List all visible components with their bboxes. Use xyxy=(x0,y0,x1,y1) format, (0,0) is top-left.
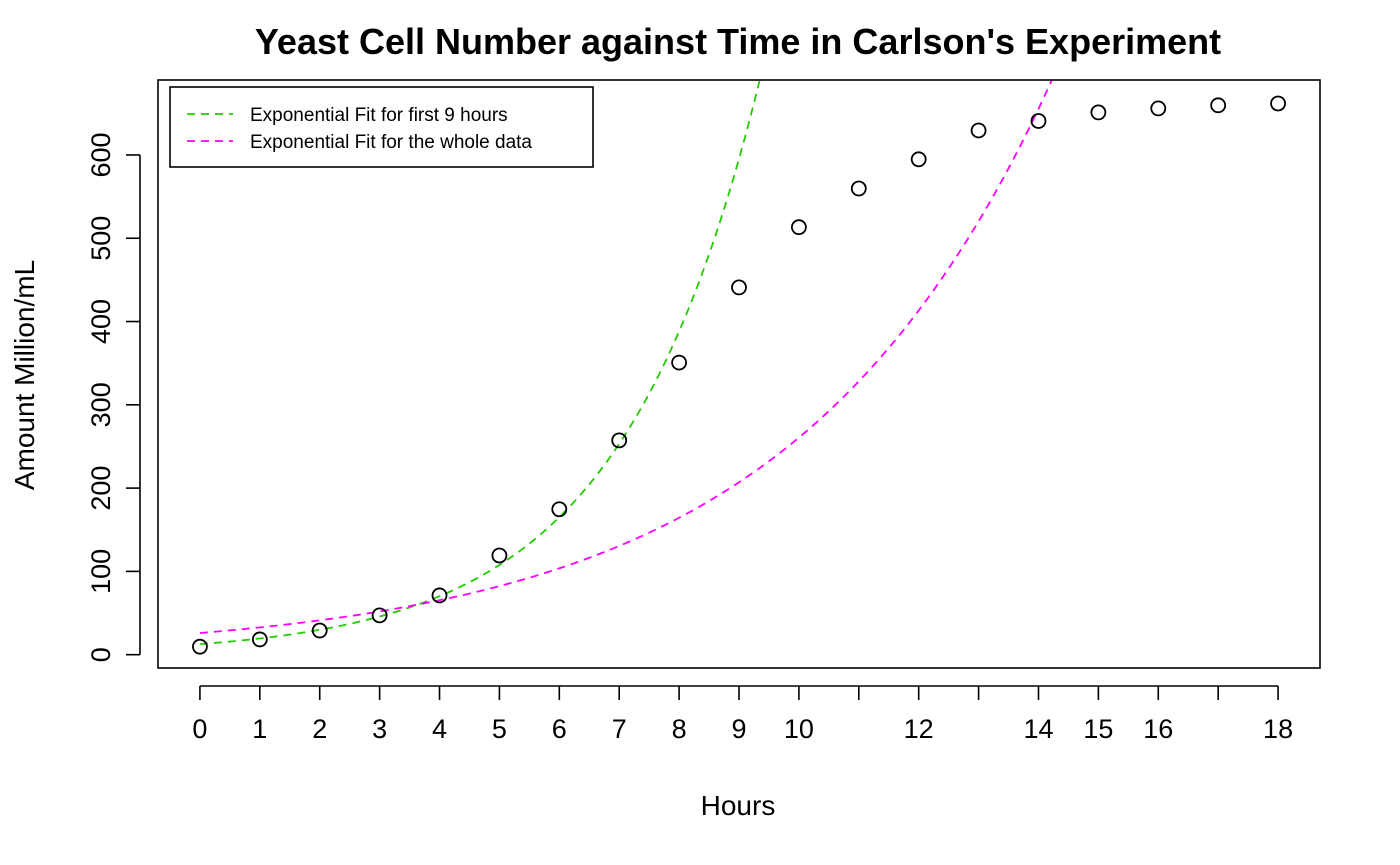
x-tick-label: 15 xyxy=(1083,714,1113,744)
plot-frame xyxy=(157,79,1321,669)
x-tick-label: 5 xyxy=(492,714,507,744)
x-tick-label: 2 xyxy=(312,714,327,744)
x-tick-label: 3 xyxy=(372,714,387,744)
data-point xyxy=(371,607,388,624)
chart-title: Yeast Cell Number against Time in Carlso… xyxy=(255,21,1221,62)
y-axis-label: Amount Million/mL xyxy=(9,260,40,490)
x-tick-label: 4 xyxy=(432,714,447,744)
fit-curves xyxy=(199,80,1053,645)
x-axis-label: Hours xyxy=(701,790,776,821)
y-tick-label: 400 xyxy=(86,299,116,344)
x-tick-label: 7 xyxy=(612,714,627,744)
data-point xyxy=(431,587,448,604)
data-point xyxy=(1150,100,1167,117)
data-points xyxy=(192,95,1286,655)
data-point xyxy=(731,279,747,296)
x-tick-label: 18 xyxy=(1263,714,1293,744)
y-tick-label: 300 xyxy=(86,382,116,427)
legend-label-whole-data: Exponential Fit for the whole data xyxy=(250,132,532,153)
y-axis: 0 100 200 300 400 500 600 xyxy=(86,132,141,662)
x-tick-label: 0 xyxy=(192,714,207,744)
x-tick-label: 1 xyxy=(252,714,267,744)
legend: Exponential Fit for first 9 hours Expone… xyxy=(169,86,594,168)
data-point xyxy=(192,638,208,655)
y-tick-label: 0 xyxy=(86,647,116,662)
y-tick-label: 600 xyxy=(86,132,116,177)
data-point xyxy=(910,151,927,168)
data-point xyxy=(970,122,987,139)
x-tick-label: 12 xyxy=(904,714,934,744)
fit-curve-0 xyxy=(199,80,761,645)
fit-curve-1 xyxy=(199,80,1053,634)
data-point xyxy=(311,622,328,639)
data-point xyxy=(551,501,568,518)
data-point xyxy=(1090,104,1107,121)
x-tick-label: 9 xyxy=(731,714,746,744)
x-tick-label: 14 xyxy=(1023,714,1053,744)
data-point xyxy=(671,354,688,371)
x-tick-label: 6 xyxy=(552,714,567,744)
y-tick-label: 200 xyxy=(86,466,116,511)
data-point xyxy=(491,547,508,564)
x-axis: 0 1 2 3 4 5 6 7 8 9 10 12 14 15 16 18 xyxy=(192,685,1293,744)
data-point xyxy=(790,219,807,236)
data-point xyxy=(1210,97,1227,114)
legend-box xyxy=(169,86,594,168)
legend-label-first-9-hours: Exponential Fit for first 9 hours xyxy=(250,105,508,126)
data-point xyxy=(850,180,867,197)
y-tick-label: 500 xyxy=(86,216,116,261)
data-point xyxy=(251,631,268,648)
x-tick-label: 8 xyxy=(672,714,687,744)
y-tick-label: 100 xyxy=(86,549,116,594)
data-point xyxy=(1030,113,1047,129)
x-tick-label: 10 xyxy=(784,714,814,744)
x-tick-label: 16 xyxy=(1143,714,1173,744)
data-point xyxy=(611,432,628,449)
data-point xyxy=(1270,95,1286,112)
